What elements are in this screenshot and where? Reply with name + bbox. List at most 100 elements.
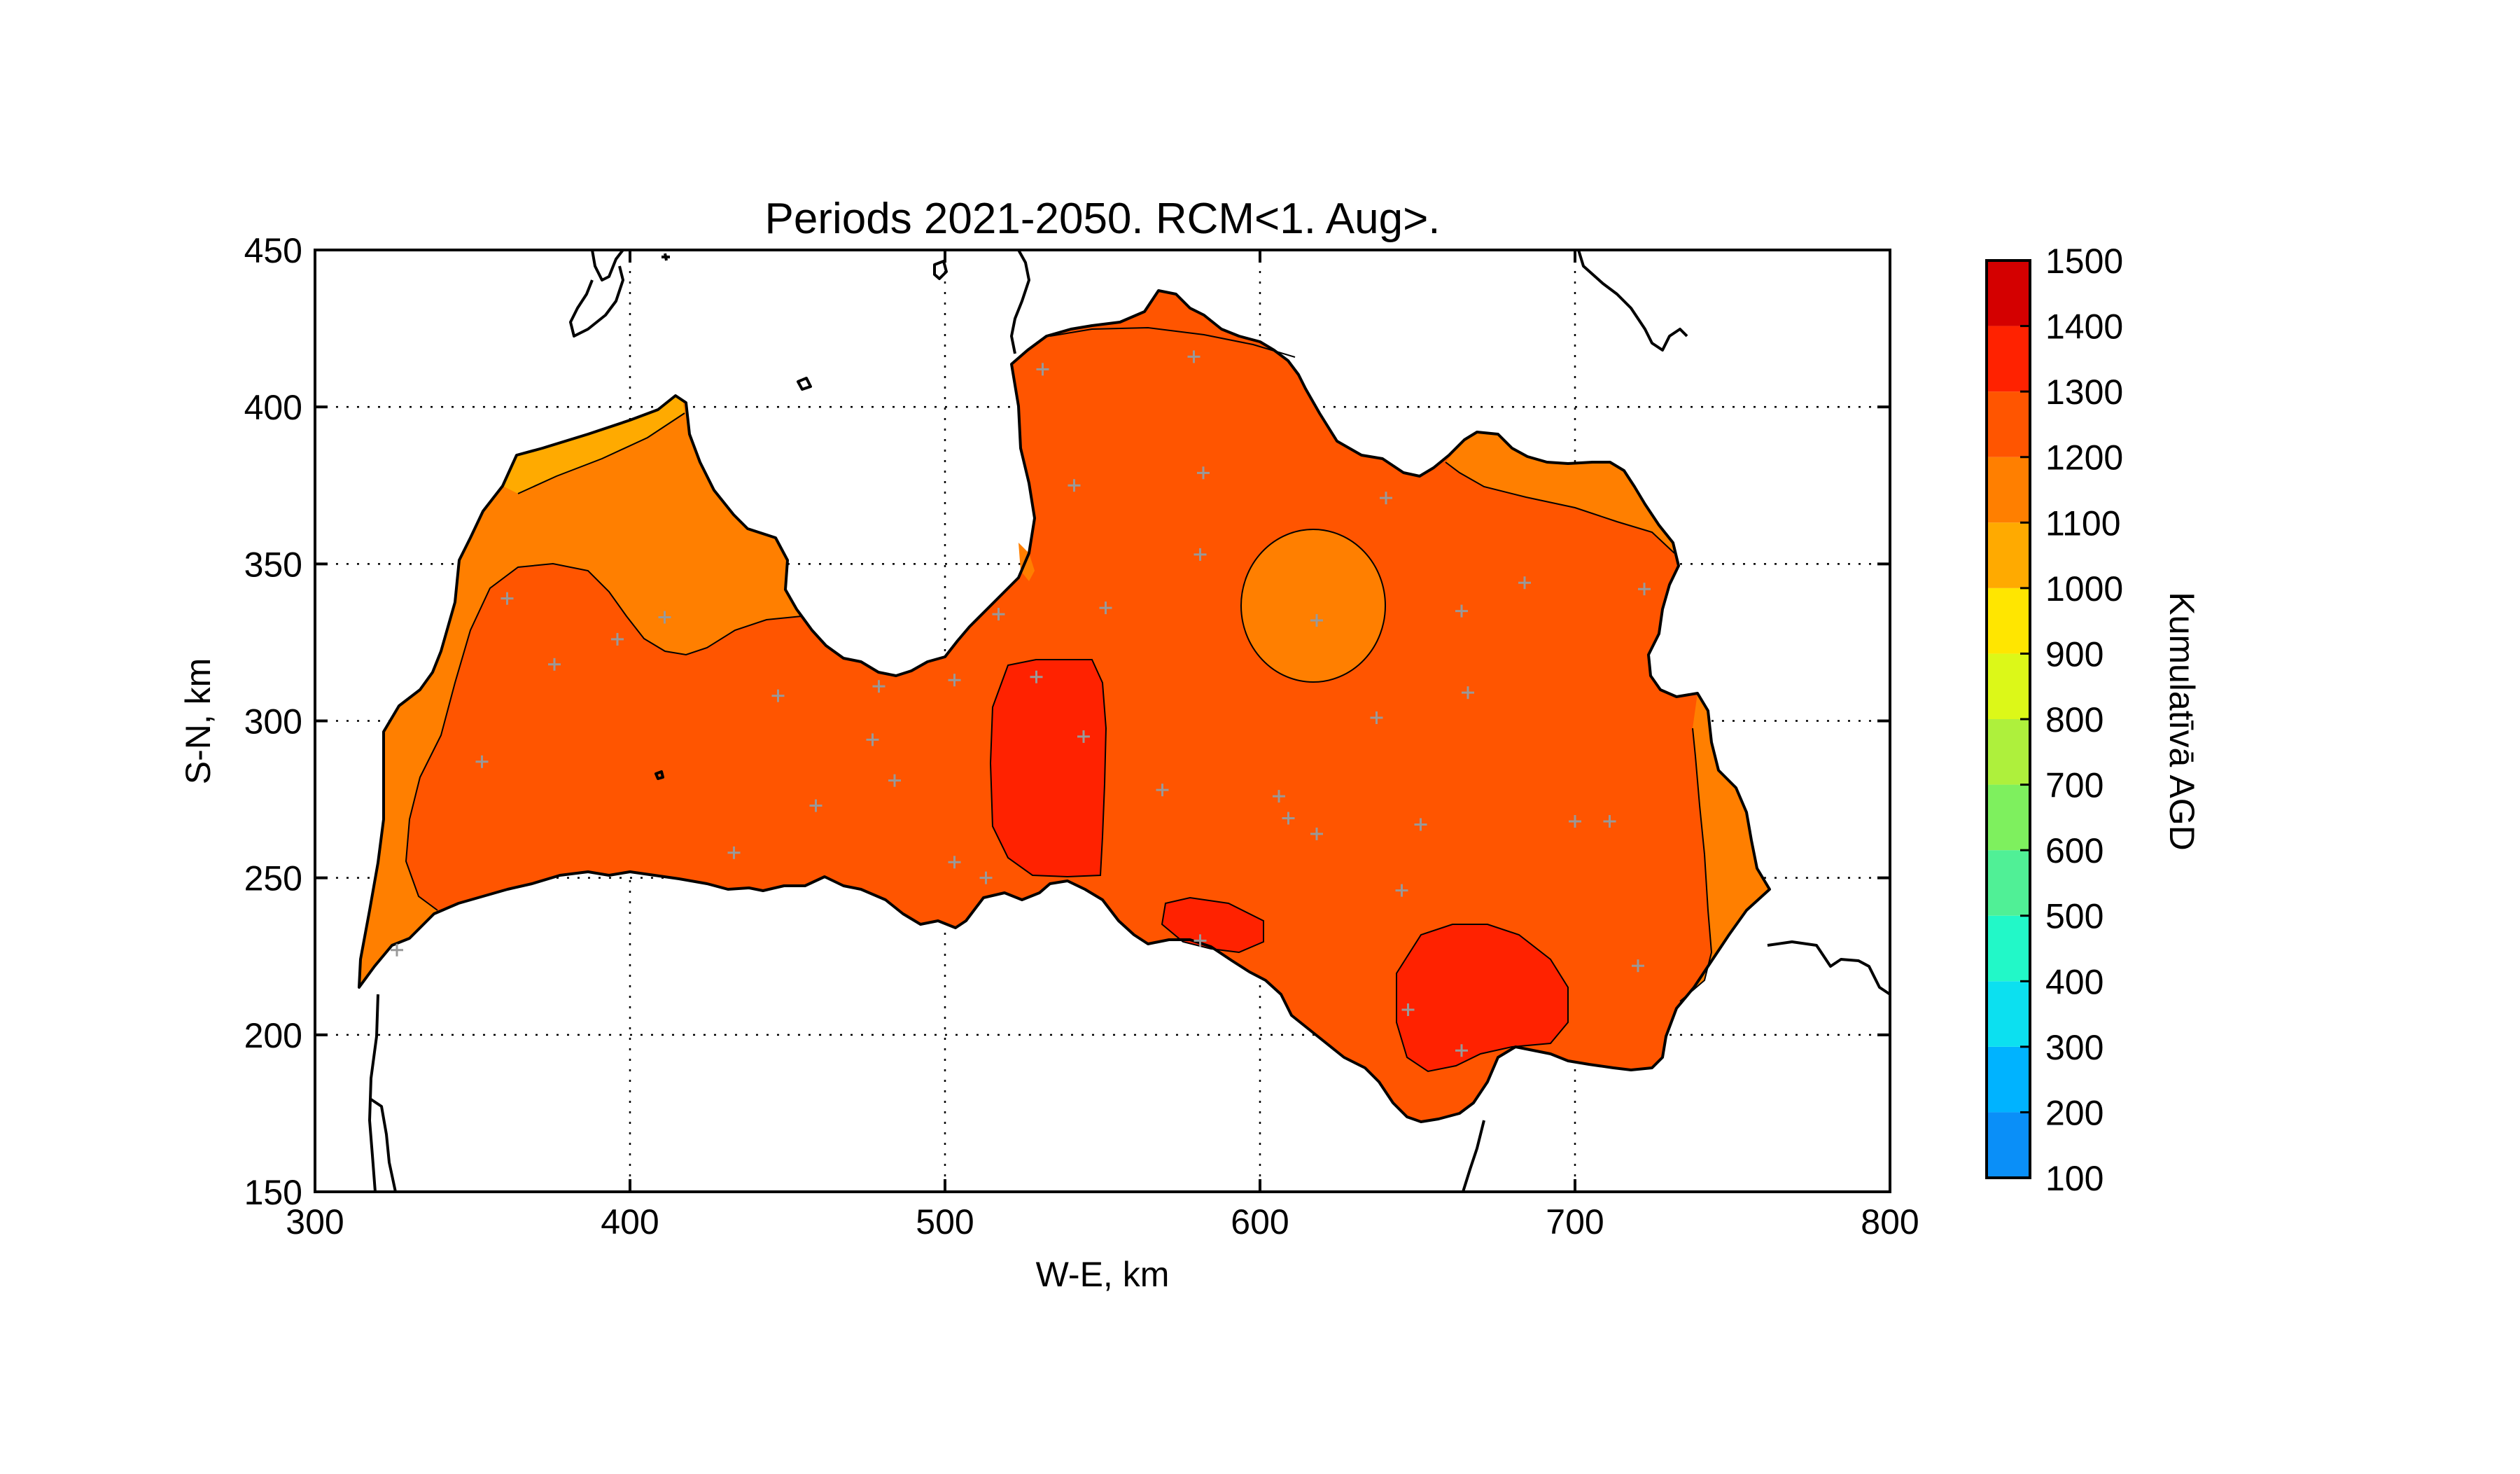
- station-marker: [992, 608, 1005, 621]
- y-tick-label: 300: [244, 702, 302, 742]
- station-marker: [1569, 814, 1581, 828]
- station-marker: [611, 632, 624, 646]
- station-marker: [872, 680, 886, 693]
- x-tick-label: 500: [916, 1202, 974, 1242]
- colorbar-tick-label: 700: [2045, 766, 2104, 805]
- y-tick-label: 150: [244, 1173, 302, 1212]
- station-marker: [866, 733, 879, 746]
- y-axis-label: S-N, km: [178, 658, 218, 785]
- station-marker: [391, 943, 403, 957]
- station-marker: [727, 846, 741, 859]
- station-marker: [1310, 614, 1323, 627]
- station-marker: [1156, 784, 1169, 797]
- contour-lines: [405, 326, 1713, 1002]
- station-marker: [1197, 466, 1210, 480]
- station-marker: [1310, 827, 1323, 840]
- colorbar-tick-label: 1200: [2045, 438, 2123, 478]
- station-marker: [1194, 934, 1207, 947]
- y-tick-label: 450: [244, 231, 302, 270]
- x-axis-label: W-E, km: [1036, 1255, 1170, 1294]
- station-marker: [948, 674, 961, 687]
- station-marker: [1077, 730, 1090, 743]
- station-marker: [1187, 350, 1200, 363]
- station-marker: [548, 658, 561, 671]
- station-marker: [1068, 479, 1081, 492]
- colorbar-tick-label: 1300: [2045, 373, 2123, 412]
- station-marker: [1030, 670, 1043, 683]
- plot-area: [315, 250, 1890, 1192]
- x-tick-label: 700: [1546, 1202, 1604, 1242]
- colorbar-segment: [1987, 1112, 2030, 1178]
- station-marker: [771, 689, 785, 702]
- island-lake-dot: [654, 770, 664, 780]
- station-marker: [1036, 363, 1049, 376]
- station-marker: [809, 799, 822, 812]
- region-1000-1100-northwest: [503, 396, 685, 494]
- colorbar-segment: [1987, 260, 2030, 326]
- estonia-east-border: [1577, 250, 1688, 352]
- station-marker: [1401, 1003, 1415, 1016]
- russia-east-border: [1767, 940, 1890, 996]
- y-axis: 150 200 250 300 350 400 450: [244, 231, 1890, 1212]
- lithuania-coast: [368, 994, 397, 1192]
- station-marker: [1380, 492, 1392, 505]
- colorbar-segment: [1987, 915, 2030, 982]
- station-marker: [1395, 884, 1408, 897]
- y-tick-label: 200: [244, 1016, 302, 1055]
- mark-top: [662, 253, 670, 261]
- region-1100-1200-west: [359, 396, 802, 987]
- colorbar-segment: [1987, 326, 2030, 392]
- x-tick-label: 300: [286, 1202, 344, 1242]
- region-1300-1400-central: [989, 659, 1107, 878]
- station-marker: [1518, 576, 1531, 590]
- x-tick-label: 600: [1231, 1202, 1289, 1242]
- station-marker: [1370, 711, 1383, 725]
- station-marker: [948, 856, 961, 869]
- station-marker: [475, 755, 489, 768]
- colorbar-segment: [1987, 391, 2030, 457]
- colorbar-tick-label: 100: [2045, 1159, 2104, 1198]
- colorbar-tick-label: 1100: [2045, 503, 2121, 543]
- colorbar-tick-label: 1000: [2045, 569, 2123, 609]
- y-tick-label: 350: [244, 545, 302, 584]
- colorbar-label: Kumulatīvā AGD: [2162, 592, 2202, 851]
- colorbar-tick-label: 800: [2045, 700, 2104, 739]
- y-tick-label: 400: [244, 388, 302, 427]
- station-marker: [1455, 1044, 1468, 1057]
- colorbar-segment: [1987, 1046, 2030, 1113]
- region-1100-1200-east: [1680, 693, 1770, 1001]
- colorbar-tick-label: 500: [2045, 897, 2104, 936]
- colorbar-tick-label: 400: [2045, 962, 2104, 1001]
- station-marker: [888, 774, 901, 787]
- x-tick-label: 800: [1861, 1202, 1919, 1242]
- station-marker: [1638, 583, 1651, 596]
- station-marker: [1414, 818, 1427, 831]
- station-marker: [1462, 686, 1474, 700]
- station-marker: [1273, 790, 1285, 803]
- colorbar-segment: [1987, 457, 2030, 523]
- saaremaa-coast: [569, 250, 624, 338]
- colorbar-tick-label: 600: [2045, 831, 2104, 870]
- colorbar-segment: [1987, 981, 2030, 1047]
- landmass-latvia: [359, 291, 1770, 1122]
- chart-title: Periods 2021-2050. RCM<1. Aug>.: [764, 195, 1440, 243]
- station-marker: [1632, 959, 1644, 973]
- station-marker: [1455, 604, 1468, 618]
- colorbar-tick-label: 300: [2045, 1028, 2104, 1067]
- region-1300-1400-southeast: [1396, 924, 1569, 1073]
- x-axis: 300 400 500 600 700 800: [286, 250, 1919, 1242]
- colorbar-segment: [1987, 784, 2030, 851]
- island-kihnu: [797, 377, 812, 391]
- colorbar-tick-label: 1400: [2045, 307, 2123, 347]
- colorbar-segment: [1987, 653, 2030, 719]
- weather-stations: [391, 350, 1651, 1057]
- island-small: [933, 260, 948, 280]
- colorbar-segment: [1987, 587, 2030, 654]
- station-marker: [1194, 548, 1207, 561]
- region-1100-1200-northeast: [1446, 432, 1674, 553]
- station-marker: [979, 871, 993, 884]
- estonia-gulf-coast: [1010, 250, 1030, 354]
- station-marker: [1099, 602, 1112, 615]
